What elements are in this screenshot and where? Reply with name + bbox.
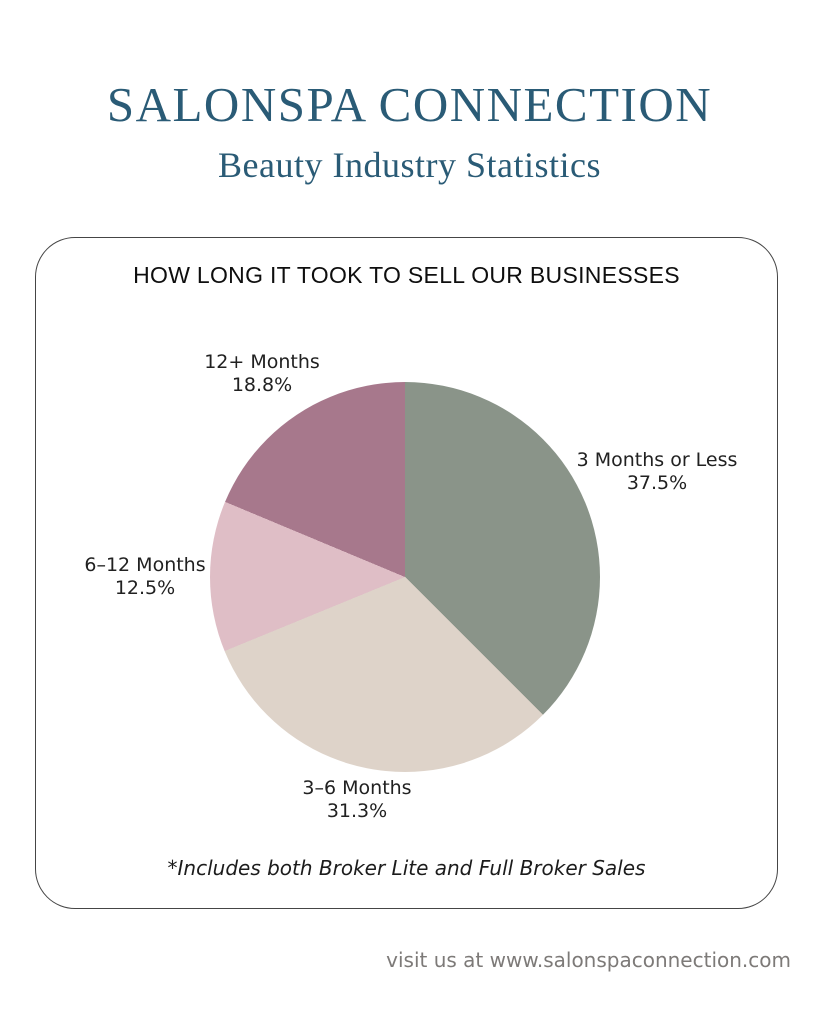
slice-name: 12+ Months bbox=[204, 351, 320, 373]
slice-name: 3–6 Months bbox=[302, 777, 412, 799]
slice-percent: 18.8% bbox=[231, 374, 293, 396]
page-subtitle: Beauty Industry Statistics bbox=[218, 145, 601, 185]
slice-label-6-12-months: 6–12 Months 12.5% bbox=[84, 554, 205, 600]
slice-label-3-months-or-less: 3 Months or Less 37.5% bbox=[577, 449, 738, 495]
slice-name: 3 Months or Less bbox=[576, 449, 738, 471]
website-url-text: visit us at www.salonspaconnection.com bbox=[386, 948, 791, 972]
slice-name: 6–12 Months bbox=[84, 554, 206, 576]
slice-label-3-6-months: 3–6 Months 31.3% bbox=[302, 777, 411, 823]
slice-percent: 37.5% bbox=[626, 472, 688, 494]
slice-percent: 12.5% bbox=[114, 577, 176, 599]
slice-percent: 31.3% bbox=[326, 800, 388, 822]
chart-footnote: *Includes both Broker Lite and Full Brok… bbox=[167, 856, 646, 880]
slice-label-12-plus-months: 12+ Months 18.8% bbox=[204, 351, 320, 397]
pie-chart bbox=[210, 382, 600, 772]
brand-title: SALONSPA CONNECTION bbox=[106, 77, 713, 132]
chart-title: HOW LONG IT TOOK TO SELL OUR BUSINESSES bbox=[133, 262, 680, 288]
